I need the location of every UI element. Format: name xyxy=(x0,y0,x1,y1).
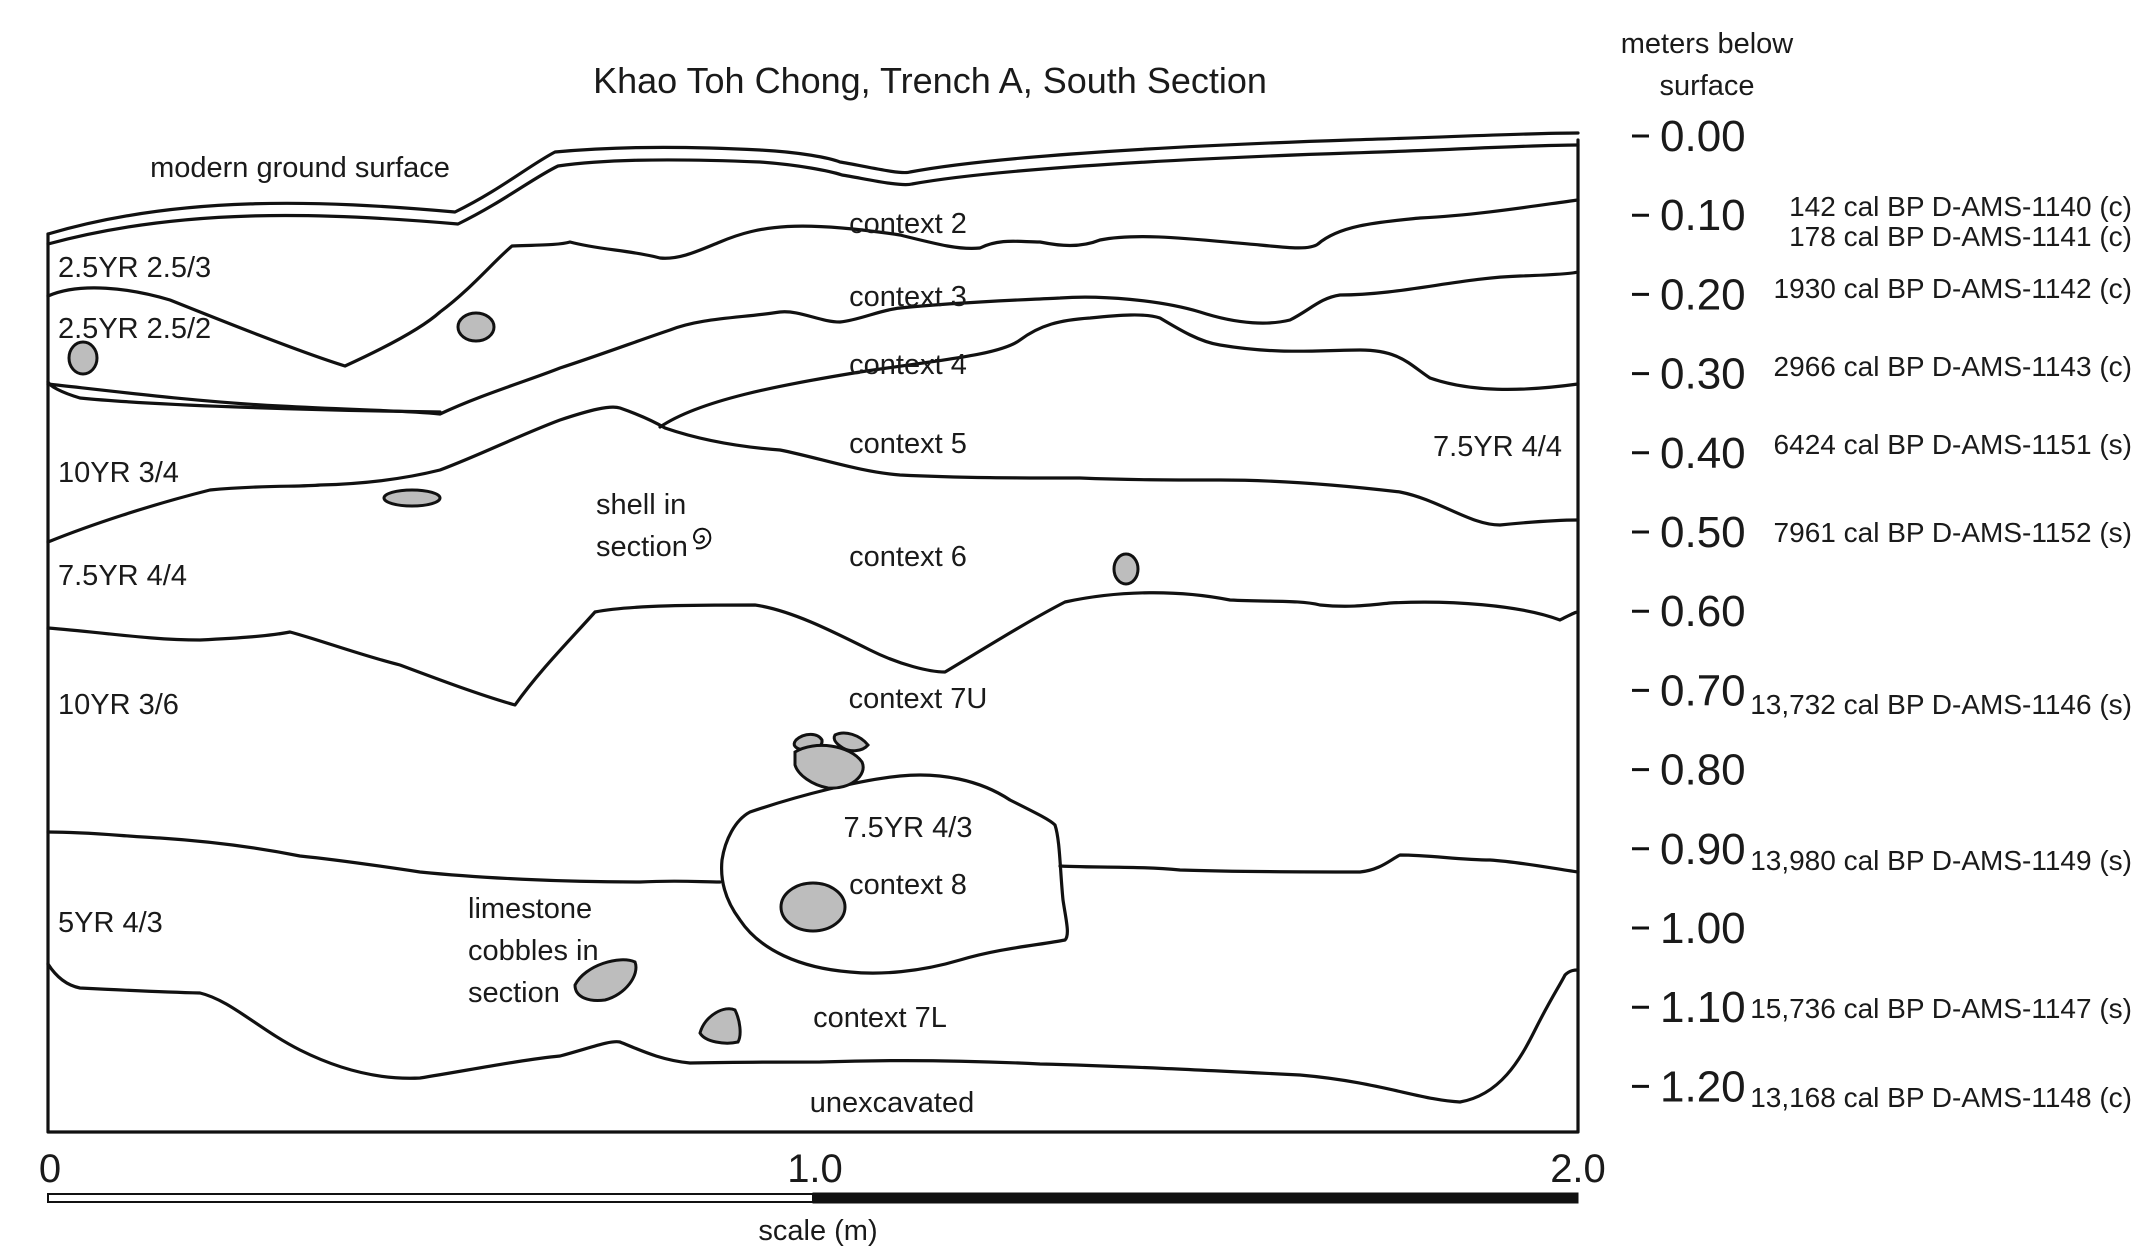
cobble xyxy=(1112,552,1140,586)
label-limestone-line1: limestone xyxy=(468,893,592,925)
ground-surface-lower-line xyxy=(46,143,1580,246)
scale-bar-open-segment xyxy=(47,1193,814,1203)
scale-tick-0: 0 xyxy=(39,1147,61,1191)
depth-tick-label: 1.00 xyxy=(1660,904,1746,953)
shell-icon xyxy=(693,527,712,550)
radiocarbon-date-label: 2966 cal BP D-AMS-1143 (c) xyxy=(1774,351,2132,382)
label-munsell-7-5yr-4-3: 7.5YR 4/3 xyxy=(844,812,973,844)
depth-tick-label: 0.20 xyxy=(1660,270,1746,319)
cobble xyxy=(67,340,99,376)
radiocarbon-date-label: 178 cal BP D-AMS-1141 (c) xyxy=(1789,221,2132,252)
label-context-5: context 5 xyxy=(849,428,967,460)
label-limestone-line3: section xyxy=(468,977,560,1009)
boundary-context-2-3 xyxy=(46,198,1580,368)
depth-tick-label: 0.40 xyxy=(1660,429,1746,478)
label-munsell-10yr-3-6: 10YR 3/6 xyxy=(58,689,179,721)
radiocarbon-date-label: 15,736 cal BP D-AMS-1147 (s) xyxy=(1750,993,2132,1024)
scale-caption: scale (m) xyxy=(758,1215,877,1247)
cobble xyxy=(382,488,442,508)
depth-axis-header-line1: meters below xyxy=(1621,28,1795,60)
label-munsell-2-5yr-2-5-3: 2.5YR 2.5/3 xyxy=(58,252,211,284)
label-context-7l: context 7L xyxy=(813,1002,947,1034)
cobble xyxy=(832,731,870,753)
boundary-context-4-5 xyxy=(46,380,442,414)
label-limestone-line2: cobbles in xyxy=(468,935,599,967)
depth-tick-label: 0.30 xyxy=(1660,350,1746,399)
depth-axis-ticks: 0.00 0.10 0.20 0.30 0.40 0.50 0.60 0.70 0.80 0.90… xyxy=(1632,112,1746,1111)
boundary-context-7u-7l-right xyxy=(1058,853,1580,874)
depth-tick-label: 0.50 xyxy=(1660,508,1746,557)
label-context-2: context 2 xyxy=(849,208,967,240)
depth-tick-label: 1.10 xyxy=(1660,983,1746,1032)
ground-surface-upper-line xyxy=(46,131,1580,236)
radiocarbon-date-label: 1930 cal BP D-AMS-1142 (c) xyxy=(1774,273,2132,304)
depth-tick-label: 0.10 xyxy=(1660,191,1746,240)
radiocarbon-date-label: 13,732 cal BP D-AMS-1146 (s) xyxy=(1750,689,2132,720)
depth-tick-label: 1.20 xyxy=(1660,1062,1746,1111)
boundary-context-5-6 xyxy=(46,405,1580,544)
label-munsell-7-5yr-4-4-right: 7.5YR 4/4 xyxy=(1433,431,1562,463)
radiocarbon-date-label: 7961 cal BP D-AMS-1152 (s) xyxy=(1774,517,2132,548)
depth-tick-label: 0.80 xyxy=(1660,746,1746,795)
depth-tick-label: 0.60 xyxy=(1660,587,1746,636)
radiocarbon-date-label: 13,168 cal BP D-AMS-1148 (c) xyxy=(1750,1082,2132,1113)
section-frame xyxy=(46,138,1580,1134)
label-context-6: context 6 xyxy=(849,541,967,573)
cobble xyxy=(779,881,847,933)
boundary-context-4-5-right xyxy=(658,313,1580,429)
depth-tick-label: 0.00 xyxy=(1660,112,1746,161)
label-shell-line1: shell in xyxy=(596,489,686,521)
boundary-context-6-7u xyxy=(46,591,1580,707)
label-munsell-10yr-3-4: 10YR 3/4 xyxy=(58,457,179,489)
label-munsell-5yr-4-3: 5YR 4/3 xyxy=(58,907,163,939)
label-context-4: context 4 xyxy=(849,349,967,381)
label-context-8: context 8 xyxy=(849,869,967,901)
label-context-7u: context 7U xyxy=(849,683,988,715)
boundary-context-7u-7l-left xyxy=(46,830,722,884)
label-unexcavated: unexcavated xyxy=(810,1087,974,1119)
label-modern-ground-surface: modern ground surface xyxy=(150,152,450,184)
label-shell-line2: section xyxy=(596,531,688,563)
scale-bar: 0 1.0 2.0 scale (m) xyxy=(39,1147,1606,1247)
cobble xyxy=(793,743,865,790)
label-munsell-7-5yr-4-4-left: 7.5YR 4/4 xyxy=(58,560,187,592)
label-munsell-2-5yr-2-5-2: 2.5YR 2.5/2 xyxy=(58,313,211,345)
boundary-context-7l-unexcavated xyxy=(46,962,1580,1104)
scale-tick-1: 1.0 xyxy=(787,1147,843,1191)
figure-title: Khao Toh Chong, Trench A, South Section xyxy=(593,60,1267,101)
scale-tick-2: 2.0 xyxy=(1550,1147,1606,1191)
radiocarbon-dates: 142 cal BP D-AMS-1140 (c)178 cal BP D-AM… xyxy=(1750,191,2132,1113)
cobble xyxy=(573,958,638,1002)
depth-tick-label: 0.90 xyxy=(1660,825,1746,874)
radiocarbon-date-label: 142 cal BP D-AMS-1140 (c) xyxy=(1789,191,2132,222)
scale-bar-filled-segment xyxy=(812,1192,1579,1204)
label-context-3: context 3 xyxy=(849,281,967,313)
depth-tick-label: 0.70 xyxy=(1660,666,1746,715)
radiocarbon-date-label: 13,980 cal BP D-AMS-1149 (s) xyxy=(1750,845,2132,876)
context-8-lens xyxy=(719,773,1069,975)
depth-axis-header-line2: surface xyxy=(1659,70,1754,102)
radiocarbon-date-label: 6424 cal BP D-AMS-1151 (s) xyxy=(1774,429,2132,460)
cobble xyxy=(698,1007,742,1045)
cobble xyxy=(456,311,496,343)
